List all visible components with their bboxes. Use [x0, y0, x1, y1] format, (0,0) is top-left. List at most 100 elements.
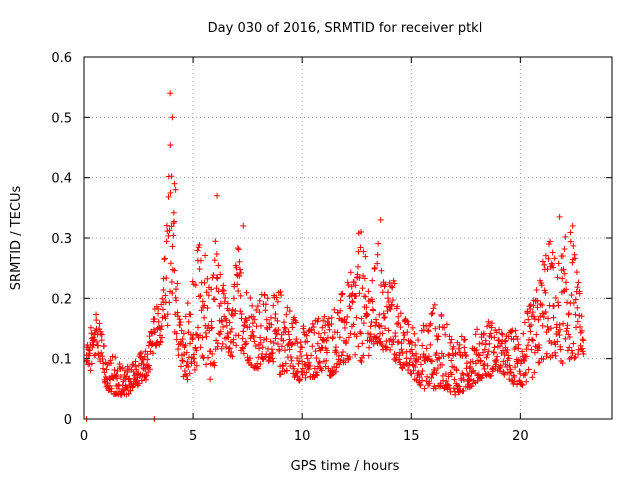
- data-point: [428, 374, 435, 381]
- data-point: [339, 290, 346, 297]
- data-point: [298, 353, 305, 360]
- x-axis-label: GPS time / hours: [291, 459, 400, 474]
- data-point: [257, 322, 264, 329]
- data-point: [309, 320, 316, 327]
- data-point: [380, 346, 387, 353]
- data-point: [133, 366, 140, 373]
- data-point: [423, 345, 430, 352]
- data-point: [240, 222, 247, 229]
- data-point: [529, 336, 536, 343]
- data-point: [556, 326, 563, 333]
- data-point: [333, 364, 340, 371]
- data-point: [202, 329, 209, 336]
- data-point: [379, 330, 386, 337]
- data-point: [240, 350, 247, 357]
- data-point: [560, 320, 567, 327]
- data-point: [209, 324, 216, 331]
- data-point: [160, 306, 167, 313]
- data-point: [528, 321, 535, 328]
- data-point: [171, 180, 178, 187]
- data-point: [576, 290, 583, 297]
- data-point: [375, 322, 382, 329]
- data-point: [366, 344, 373, 351]
- data-point: [151, 315, 158, 322]
- data-point: [344, 279, 351, 286]
- data-point: [333, 349, 340, 356]
- data-point: [170, 232, 177, 239]
- data-point: [226, 345, 233, 352]
- data-point: [323, 337, 330, 344]
- data-point: [374, 251, 381, 258]
- data-point: [136, 380, 143, 387]
- data-point: [292, 319, 299, 326]
- data-point: [461, 336, 468, 343]
- data-point: [312, 348, 319, 355]
- data-point: [247, 294, 254, 301]
- data-point: [98, 349, 105, 356]
- data-point: [564, 322, 571, 329]
- data-point: [491, 334, 498, 341]
- data-point: [185, 363, 192, 370]
- data-point: [363, 304, 370, 311]
- data-point: [339, 348, 346, 355]
- data-point: [481, 365, 488, 372]
- data-point: [139, 377, 146, 384]
- data-point: [563, 286, 570, 293]
- data-point: [324, 318, 331, 325]
- data-point: [475, 371, 482, 378]
- data-point: [554, 338, 561, 345]
- y-tick-label: 0.6: [51, 51, 72, 66]
- data-point: [326, 326, 333, 333]
- data-point: [336, 361, 343, 368]
- data-point: [487, 330, 494, 337]
- data-point: [299, 344, 306, 351]
- data-point: [392, 357, 399, 364]
- data-point: [230, 295, 237, 302]
- data-point: [560, 266, 567, 273]
- data-point: [349, 298, 356, 305]
- data-point: [285, 328, 292, 335]
- data-point: [496, 365, 503, 372]
- data-point: [381, 325, 388, 332]
- data-point: [445, 373, 452, 380]
- data-point: [523, 353, 530, 360]
- data-point: [236, 273, 243, 280]
- data-point: [360, 352, 367, 359]
- data-point: [466, 384, 473, 391]
- data-point: [426, 380, 433, 387]
- data-point: [460, 376, 467, 383]
- data-point: [580, 350, 587, 357]
- data-point: [545, 255, 552, 262]
- data-point: [226, 307, 233, 314]
- data-point: [387, 306, 394, 313]
- data-point: [516, 368, 523, 375]
- data-point: [396, 352, 403, 359]
- data-point: [310, 323, 317, 330]
- data-point: [429, 358, 436, 365]
- data-point: [280, 319, 287, 326]
- data-point: [334, 329, 341, 336]
- data-point: [256, 297, 263, 304]
- data-point: [309, 343, 316, 350]
- data-point: [525, 366, 532, 373]
- data-point: [98, 337, 105, 344]
- data-point: [252, 343, 259, 350]
- data-point: [571, 255, 578, 262]
- data-point: [512, 327, 519, 334]
- data-point: [533, 331, 540, 338]
- data-point: [502, 337, 509, 344]
- data-point: [169, 243, 176, 250]
- data-point: [424, 356, 431, 363]
- data-point: [218, 345, 225, 352]
- data-point: [114, 375, 121, 382]
- data-point: [556, 332, 563, 339]
- data-point: [152, 328, 159, 335]
- data-point: [476, 352, 483, 359]
- data-point: [358, 228, 365, 235]
- data-point: [117, 373, 124, 380]
- data-point: [161, 255, 168, 262]
- data-point: [534, 297, 541, 304]
- data-point: [353, 333, 360, 340]
- data-point: [539, 258, 546, 265]
- data-point: [394, 339, 401, 346]
